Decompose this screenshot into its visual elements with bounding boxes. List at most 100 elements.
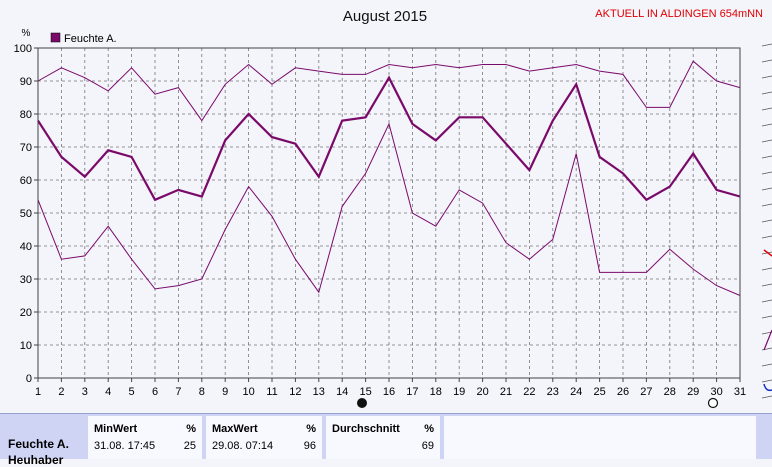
max-value-cell: MaxWert % 29.08. 07:14 96 xyxy=(206,416,322,459)
y-tick-label: 90 xyxy=(20,76,32,88)
y-tick-label: 30 xyxy=(20,274,32,286)
x-tick-label: 25 xyxy=(593,386,605,398)
x-tick-label: 6 xyxy=(152,386,158,398)
max-header: MaxWert xyxy=(212,423,258,435)
x-tick-label: 28 xyxy=(664,386,676,398)
right-scale-tick xyxy=(761,91,772,95)
legend: Feuchte A. xyxy=(50,32,117,45)
right-scale-tick xyxy=(761,107,772,111)
avg-unit: % xyxy=(424,423,434,435)
x-tick-label: 12 xyxy=(289,386,301,398)
right-scale-tick xyxy=(761,187,772,191)
right-scale-blue-mark xyxy=(763,383,772,392)
x-tick-label: 20 xyxy=(476,386,488,398)
x-tick-label: 27 xyxy=(640,386,652,398)
right-scale-purple-mark xyxy=(763,329,772,351)
right-scale-tick xyxy=(761,395,772,399)
x-tick-label: 14 xyxy=(336,386,348,398)
right-scale-tick xyxy=(761,299,772,303)
x-tick-label: 22 xyxy=(523,386,535,398)
y-tick-label: 70 xyxy=(20,142,32,154)
x-tick-label: 17 xyxy=(406,386,418,398)
x-tick-label: 24 xyxy=(570,386,582,398)
station-label: AKTUELL IN ALDINGEN 654mNN xyxy=(595,8,763,20)
right-scale-tick xyxy=(761,363,772,367)
plot-lines xyxy=(37,60,741,296)
average-value-cell: Durchschnitt % 69 xyxy=(326,416,440,459)
x-tick-label: 21 xyxy=(500,386,512,398)
x-tick-label: 16 xyxy=(383,386,395,398)
stats-series-name: Feuchte A. xyxy=(8,437,69,451)
full-moon-icon xyxy=(707,397,719,409)
x-tick-label: 11 xyxy=(266,386,277,398)
right-scale-red-mark xyxy=(763,249,772,257)
x-tick-label: 13 xyxy=(313,386,325,398)
right-scale-tick xyxy=(761,219,772,223)
y-tick-label: 60 xyxy=(20,175,32,187)
y-axis-unit: % xyxy=(22,28,31,39)
x-tick-label: 26 xyxy=(617,386,629,398)
min-value-cell: MinWert % 31.08. 17:45 25 xyxy=(88,416,202,459)
x-tick-label: 18 xyxy=(430,386,442,398)
x-tick-label: 8 xyxy=(199,386,205,398)
legend-label: Feuchte A. xyxy=(64,33,117,45)
x-tick-label: 4 xyxy=(105,386,111,398)
series-line-mean xyxy=(37,75,741,202)
x-tick-label: 30 xyxy=(710,386,722,398)
y-tick-label: 50 xyxy=(20,208,32,220)
empty-stats-cell xyxy=(444,416,756,459)
x-tick-label: 3 xyxy=(82,386,88,398)
right-scale-tick xyxy=(761,59,772,63)
right-scale-tick xyxy=(761,331,772,335)
min-header: MinWert xyxy=(94,423,138,435)
max-value: 96 xyxy=(303,440,316,452)
y-tick-label: 40 xyxy=(20,241,32,253)
chart-area: August 2015 AKTUELL IN ALDINGEN 654mNN %… xyxy=(14,8,772,409)
max-time: 29.08. 07:14 xyxy=(212,440,274,452)
plot-frame xyxy=(37,47,741,379)
y-axis: 0 10 20 30 40 50 60 70 80 90 100 xyxy=(14,43,38,385)
stats-series-name-2: Heuhaber xyxy=(8,453,64,467)
right-scale-tick xyxy=(761,139,772,143)
right-scale-tick xyxy=(761,283,772,287)
x-tick-label: 10 xyxy=(242,386,254,398)
min-time: 31.08. 17:45 xyxy=(94,440,156,452)
y-tick-label: 10 xyxy=(20,340,32,352)
right-scale-tick xyxy=(761,379,772,383)
series-line-min xyxy=(37,122,741,296)
y-tick-label: 80 xyxy=(20,109,32,121)
x-axis: 1 2 3 4 5 6 7 8 9 10 11 12 13 14 15 16 17 18 19 20 21 22 23 24 2… xyxy=(35,378,746,398)
y-tick-label: 0 xyxy=(26,373,32,385)
new-moon-icon xyxy=(357,398,367,408)
x-tick-label: 15 xyxy=(359,386,371,398)
right-scale-tick xyxy=(761,43,772,47)
y-tick-label: 100 xyxy=(14,43,32,55)
y-tick-label: 20 xyxy=(20,307,32,319)
x-tick-label: 19 xyxy=(453,386,465,398)
stats-panel: Feuchte A. Heuhaber MinWert % 31.08. 17:… xyxy=(0,413,772,467)
max-unit: % xyxy=(306,423,316,435)
x-tick-label: 31 xyxy=(734,386,746,398)
right-scale-tick xyxy=(761,75,772,79)
legend-swatch xyxy=(50,32,61,43)
avg-header: Durchschnitt xyxy=(332,423,400,435)
x-tick-label: 29 xyxy=(687,386,699,398)
x-tick-label: 23 xyxy=(547,386,559,398)
right-scale-tick xyxy=(761,315,772,319)
right-scale-tick xyxy=(761,203,772,207)
min-value: 25 xyxy=(183,440,196,452)
chart-title: August 2015 xyxy=(343,8,427,25)
right-scale-tick xyxy=(761,235,772,239)
x-tick-label: 5 xyxy=(129,386,135,398)
grid xyxy=(38,48,740,378)
avg-value: 69 xyxy=(421,440,434,452)
right-scale-tick xyxy=(761,123,772,127)
series-line-max xyxy=(37,60,741,122)
x-tick-label: 7 xyxy=(175,386,181,398)
right-scale-tick xyxy=(761,267,772,271)
x-tick-label: 2 xyxy=(58,386,64,398)
min-unit: % xyxy=(186,423,196,435)
right-scale-decoration xyxy=(761,43,772,399)
right-scale-tick xyxy=(761,155,772,159)
x-tick-label: 9 xyxy=(222,386,228,398)
